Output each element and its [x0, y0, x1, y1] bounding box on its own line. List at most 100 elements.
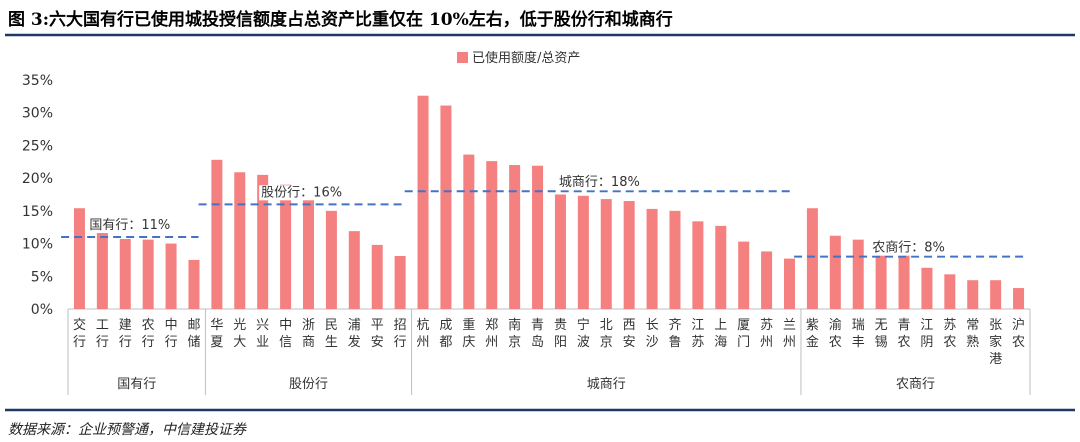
group-average-label: 国有行：11%	[89, 218, 170, 233]
x-tick-label: 港	[989, 352, 1002, 367]
x-tick-label: 西	[623, 318, 636, 333]
x-tick-label: 苏	[943, 317, 956, 333]
bar	[73, 208, 85, 309]
x-tick-label: 门	[737, 335, 750, 350]
x-tick-label: 兴	[256, 318, 269, 333]
x-tick-label: 重	[462, 317, 475, 333]
average-label-background	[556, 175, 642, 191]
x-tick-label: 郑	[485, 318, 498, 333]
x-tick-label: 光	[233, 318, 246, 333]
x-tick-label: 行	[119, 335, 132, 350]
x-tick-label: 夏	[210, 335, 223, 350]
bar	[623, 201, 635, 309]
x-tick-label: 京	[508, 335, 521, 350]
x-tick-label: 京	[600, 335, 613, 350]
x-tick-label: 沙	[646, 335, 659, 350]
x-tick-label: 行	[394, 335, 407, 350]
x-tick-label: 长	[646, 318, 659, 333]
bar	[829, 235, 841, 309]
average-label-background	[259, 185, 345, 201]
group-average-label: 城商行：18%	[559, 175, 640, 190]
x-tick-label: 阳	[554, 335, 567, 350]
x-tick-label: 岛	[531, 334, 544, 350]
y-tick-label: 20%	[22, 171, 53, 187]
x-tick-label: 紫	[806, 318, 819, 333]
x-tick-label: 渝	[829, 317, 842, 333]
x-tick-label: 都	[439, 335, 452, 350]
x-tick-label: 农	[943, 335, 956, 350]
y-tick-label: 0%	[31, 302, 53, 318]
x-tick-label: 储	[187, 335, 200, 350]
bar	[738, 241, 750, 309]
bar	[417, 95, 429, 310]
x-tick-label: 齐	[668, 317, 681, 333]
x-tick-label: 宁	[577, 317, 590, 333]
x-tick-label: 张	[989, 318, 1002, 333]
x-tick-label: 无	[875, 318, 888, 333]
bar	[715, 225, 727, 309]
bar	[440, 105, 452, 309]
bar	[967, 280, 979, 309]
x-tick-label: 民	[325, 318, 338, 333]
x-tick-label: 家	[989, 334, 1002, 350]
y-tick-label: 30%	[22, 106, 53, 122]
x-tick-label: 招	[394, 318, 407, 333]
bar	[96, 221, 108, 309]
x-tick-label: 中	[279, 318, 292, 333]
x-tick-label: 江	[691, 318, 704, 333]
x-tick-label: 海	[714, 335, 727, 350]
x-tick-label: 交	[73, 317, 86, 333]
x-tick-label: 邮	[187, 318, 200, 333]
x-tick-label: 安	[371, 335, 384, 350]
bar	[806, 208, 818, 309]
bar	[142, 239, 154, 309]
x-tick-label: 农	[1012, 335, 1025, 350]
chart-title: 图 3:六大国有行已使用城投授信额度占总资产比重仅在 10%左右，低于股份行和城…	[8, 9, 673, 30]
bar	[303, 191, 314, 309]
average-label-background	[870, 240, 947, 256]
x-tick-label: 熟	[966, 334, 979, 350]
x-tick-label: 苏	[691, 334, 704, 350]
x-tick-label: 发	[348, 334, 361, 350]
bar	[944, 274, 956, 309]
bar	[165, 243, 177, 309]
x-tick-label: 金	[806, 334, 819, 350]
x-tick-label: 青	[898, 318, 911, 333]
bar	[577, 195, 589, 309]
bar	[554, 194, 566, 309]
x-tick-label: 行	[165, 335, 178, 350]
bar	[119, 238, 131, 309]
x-tick-label: 农	[142, 318, 155, 333]
x-tick-label: 浙	[302, 318, 315, 333]
bar	[371, 244, 383, 309]
x-tick-label: 行	[142, 335, 155, 350]
bar	[1013, 288, 1025, 309]
x-tick-label: 中	[165, 318, 178, 333]
bar	[600, 199, 612, 309]
bar	[646, 208, 658, 309]
x-tick-label: 阴	[920, 335, 933, 350]
x-tick-label: 生	[325, 335, 338, 350]
bar	[898, 242, 910, 309]
y-tick-label: 25%	[22, 138, 53, 154]
bar	[669, 210, 681, 309]
legend-label: 已使用额度/总资产	[472, 50, 580, 66]
x-tick-label: 兰	[783, 318, 796, 333]
x-tick-label: 工	[96, 318, 109, 333]
x-tick-label: 波	[577, 335, 590, 350]
x-tick-label: 平	[371, 318, 384, 333]
bar	[234, 172, 246, 309]
bar	[394, 256, 406, 309]
x-tick-label: 沪	[1012, 317, 1025, 333]
bar	[692, 221, 704, 309]
x-tick-label: 州	[485, 335, 498, 350]
bar	[784, 258, 795, 309]
bar	[211, 159, 223, 309]
bar	[875, 241, 887, 309]
x-tick-label: 行	[73, 335, 86, 350]
bar	[188, 259, 200, 309]
x-tick-label: 南	[508, 317, 521, 333]
x-tick-label: 州	[417, 335, 430, 350]
x-tick-label: 北	[600, 318, 613, 333]
